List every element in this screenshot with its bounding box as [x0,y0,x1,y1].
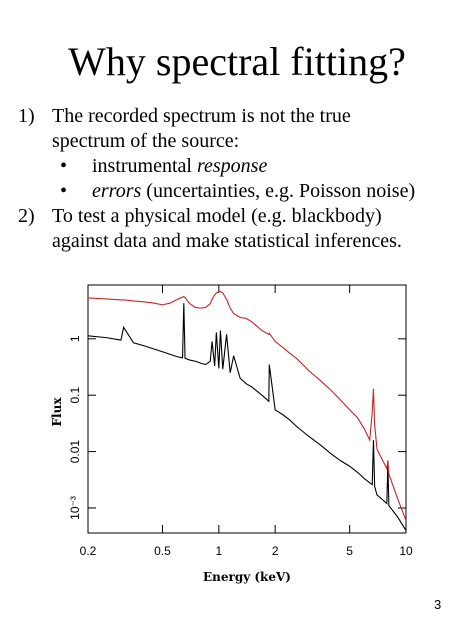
item-text: The recorded spectrum is not the true sp… [52,105,351,152]
list-item: 1) The recorded spectrum is not the true … [18,104,422,204]
item-marker: 1) [18,105,35,127]
page-number: 3 [434,597,442,612]
item-body: The recorded spectrum is not the true sp… [52,104,422,204]
y-tick-label: 10⁻³ [68,496,82,520]
y-tick-label: 1 [68,335,82,342]
list-item: 2) To test a physical model (e.g. blackbo… [18,204,422,254]
text-run: response [196,155,268,177]
item-marker: 2) [18,205,35,227]
text-run: errors [92,180,142,202]
series-line [88,303,406,531]
slide-title: Why spectral fitting? [68,39,406,84]
y-axis-label: Flux [50,397,64,427]
x-tick-label: 10 [399,544,413,558]
bullet-text: instrumental response [92,154,267,179]
y-tick-label: 0.1 [68,387,82,404]
bullet-marker: • [60,180,68,202]
list: 1) The recorded spectrum is not the true … [18,104,422,254]
bullet: • errors (uncertainties, e.g. Poisson noi… [52,179,422,204]
plot-frame [87,284,407,534]
item-text: To test a physical model (e.g. blackbody… [52,205,402,252]
item-body: To test a physical model (e.g. blackbody… [52,204,422,254]
bullet-text: errors (uncertainties, e.g. Poisson nois… [92,179,415,204]
x-tick-label: 0.5 [154,544,171,558]
x-tick-label: 0.2 [80,544,97,558]
bullet: • instrumental response [52,154,422,179]
y-tick-label: 0.01 [68,440,82,464]
series-line [88,290,406,521]
x-tick-label: 5 [346,544,353,558]
text-run: (uncertainties, e.g. Poisson noise) [141,180,416,202]
bullet-marker: • [60,155,68,177]
x-tick-label: 2 [272,544,279,558]
text-run: instrumental [92,155,197,177]
x-axis-label: Energy (keV) [203,570,291,584]
x-tick-label: 1 [215,544,222,558]
